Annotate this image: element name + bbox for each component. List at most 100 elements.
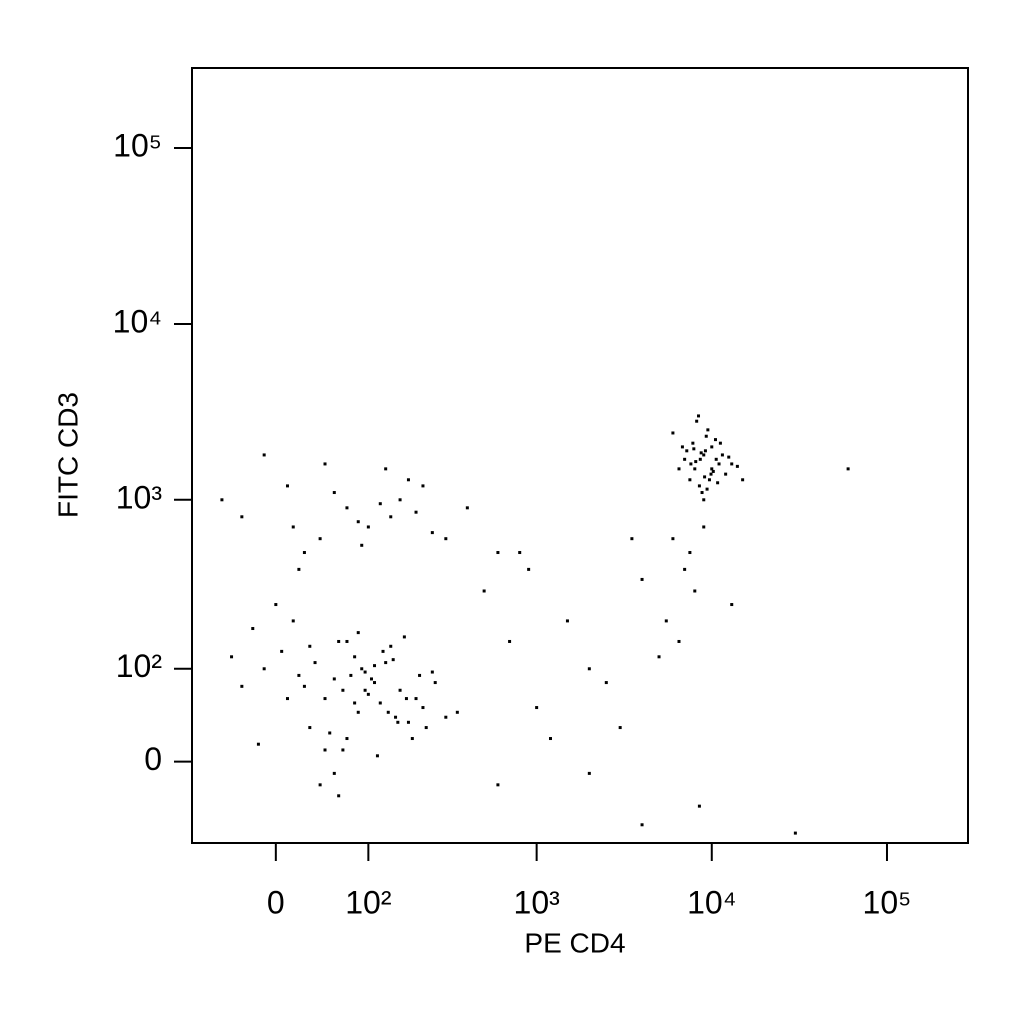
data-point <box>680 445 684 449</box>
y-tick-label: 10⁵ <box>113 127 162 163</box>
data-point <box>373 681 377 685</box>
data-point <box>302 551 306 555</box>
data-point <box>688 551 692 555</box>
data-point <box>710 445 714 449</box>
data-point <box>706 428 710 432</box>
data-point <box>444 715 448 719</box>
data-point <box>418 673 422 677</box>
data-point <box>709 472 713 476</box>
data-point <box>705 487 709 491</box>
data-point <box>396 720 400 724</box>
data-point <box>671 537 675 541</box>
data-point <box>274 603 278 607</box>
data-point <box>366 525 370 529</box>
data-point <box>527 567 531 571</box>
data-point <box>363 670 367 674</box>
data-point <box>430 531 434 535</box>
data-point <box>703 449 707 453</box>
x-tick-label: 0 <box>267 884 285 920</box>
data-point <box>693 467 697 471</box>
data-point <box>685 449 689 453</box>
data-point <box>702 498 706 502</box>
data-point <box>714 457 718 461</box>
data-point <box>793 831 797 835</box>
data-point <box>323 462 327 466</box>
data-point <box>386 710 390 714</box>
data-point <box>332 491 336 495</box>
x-tick-label: 10² <box>345 884 392 920</box>
data-point <box>465 506 469 510</box>
data-point <box>230 655 234 659</box>
data-point <box>297 673 301 677</box>
data-point <box>697 484 701 488</box>
data-point <box>356 631 360 635</box>
data-point <box>697 804 701 808</box>
data-point <box>353 701 357 705</box>
data-point <box>414 510 418 514</box>
data-point <box>730 462 734 466</box>
data-point <box>846 467 850 471</box>
x-tick-label: 10⁴ <box>687 884 736 920</box>
data-point <box>373 664 377 668</box>
data-point <box>711 469 715 473</box>
data-point <box>695 419 699 423</box>
data-point <box>291 525 295 529</box>
data-point <box>677 639 681 643</box>
x-axis-title: PE CD4 <box>524 927 625 958</box>
data-point <box>360 667 364 671</box>
data-point <box>406 478 410 482</box>
data-point <box>262 453 266 457</box>
data-point <box>565 619 569 623</box>
data-point <box>702 525 706 529</box>
y-tick-label: 10² <box>116 648 163 684</box>
data-point <box>280 649 284 653</box>
data-point <box>285 697 289 701</box>
data-point <box>262 667 266 671</box>
data-point <box>363 688 367 692</box>
data-point <box>297 567 301 571</box>
data-point <box>640 823 644 827</box>
data-point <box>398 498 402 502</box>
data-point <box>535 706 539 710</box>
data-point <box>691 441 695 445</box>
data-point <box>630 537 634 541</box>
y-tick-label: 10³ <box>116 479 163 515</box>
data-point <box>328 731 332 735</box>
data-point <box>332 771 336 775</box>
data-point <box>345 506 349 510</box>
data-point <box>718 441 722 445</box>
data-point <box>414 697 418 701</box>
data-point <box>730 603 734 607</box>
data-point <box>389 644 393 648</box>
data-point <box>318 783 322 787</box>
data-point <box>318 537 322 541</box>
data-point <box>337 639 341 643</box>
data-point <box>587 771 591 775</box>
data-point <box>444 537 448 541</box>
data-point <box>341 688 345 692</box>
data-point <box>308 644 312 648</box>
data-point <box>256 742 260 746</box>
data-point <box>671 431 675 435</box>
data-point <box>240 515 244 519</box>
data-point <box>683 567 687 571</box>
data-point <box>702 453 706 457</box>
data-point <box>378 502 382 506</box>
data-point <box>356 710 360 714</box>
data-point <box>345 639 349 643</box>
data-point <box>700 491 704 495</box>
y-tick-label: 0 <box>144 741 162 777</box>
data-point <box>398 688 402 692</box>
y-axis-title: FITC CD3 <box>52 392 83 518</box>
data-point <box>424 726 428 730</box>
data-point <box>251 627 255 631</box>
data-point <box>704 434 708 438</box>
data-point <box>707 478 711 482</box>
data-point <box>693 589 697 593</box>
data-point <box>369 677 373 681</box>
data-point <box>341 748 345 752</box>
data-point <box>741 478 745 482</box>
data-point <box>410 737 414 741</box>
